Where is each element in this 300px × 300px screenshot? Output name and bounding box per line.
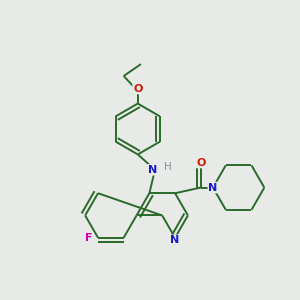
Text: H: H bbox=[164, 162, 171, 172]
Text: N: N bbox=[148, 165, 157, 175]
Text: O: O bbox=[196, 158, 206, 167]
Text: O: O bbox=[133, 83, 142, 94]
Text: F: F bbox=[85, 233, 93, 243]
Text: N: N bbox=[208, 183, 218, 193]
Text: N: N bbox=[170, 235, 180, 245]
